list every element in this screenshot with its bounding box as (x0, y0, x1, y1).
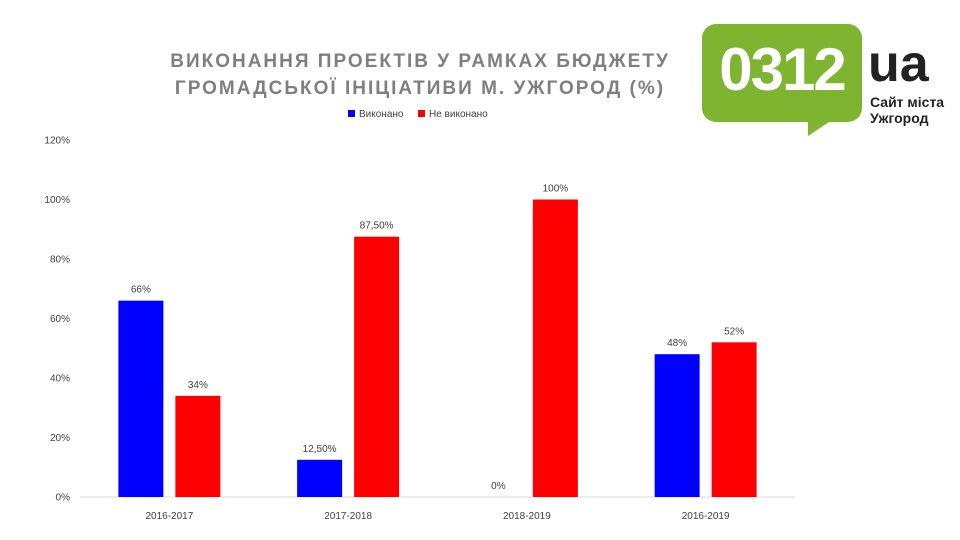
y-tick-label: 40% (50, 374, 70, 385)
bar-done (297, 459, 343, 497)
data-label: 100% (543, 184, 569, 195)
data-label: 87,50% (360, 221, 394, 232)
logo-speech-tail (808, 116, 838, 136)
data-label: 0% (491, 481, 506, 492)
legend-label: Не виконано (429, 109, 488, 120)
logo-ua: ua (868, 35, 929, 93)
data-label: 48% (667, 338, 687, 349)
logo-subtitle-line-2: Ужгород (870, 110, 929, 126)
bar-not-done (175, 395, 221, 497)
x-category-label: 2016-2019 (682, 511, 730, 522)
logo-number: 0312 (719, 36, 846, 103)
bar-not-done (354, 236, 400, 497)
y-tick-label: 20% (50, 433, 70, 444)
logo-badge (702, 24, 862, 122)
logo-subtitle-line-1: Сайт міста (870, 94, 945, 110)
data-label: 34% (188, 380, 208, 391)
x-category-label: 2018-2019 (503, 511, 551, 522)
logo-subtitle: Сайт міста Ужгород (870, 94, 944, 126)
bar-done (118, 300, 164, 497)
x-category-label: 2016-2017 (145, 511, 193, 522)
y-tick-label: 0% (56, 493, 71, 504)
y-tick-label: 60% (50, 314, 70, 325)
chart-title: ВИКОНАННЯ ПРОЕКТІВ У РАМКАХ БЮДЖЕТУ ГРОМ… (150, 48, 690, 102)
data-label: 52% (724, 326, 744, 337)
site-logo: 0312 ua Сайт міста Ужгород (700, 24, 950, 136)
legend-swatch (418, 110, 425, 117)
chart-title-line-1: ВИКОНАННЯ ПРОЕКТІВ У РАМКАХ БЮДЖЕТУ (170, 51, 670, 72)
y-tick-label: 80% (50, 255, 70, 266)
data-label: 66% (131, 285, 151, 296)
y-tick-label: 100% (44, 195, 70, 206)
bar-not-done (532, 199, 578, 497)
legend-label: Виконано (359, 109, 404, 120)
bar-done (654, 354, 700, 497)
y-tick-label: 120% (44, 136, 70, 147)
chart-title-line-2: ГРОМАДСЬКОЇ ІНІЦІАТИВИ М. УЖГОРОД (%) (174, 78, 666, 99)
bar-not-done (711, 342, 757, 497)
legend-swatch (348, 110, 355, 117)
x-category-label: 2017-2018 (324, 511, 372, 522)
data-label: 12,50% (303, 444, 337, 455)
